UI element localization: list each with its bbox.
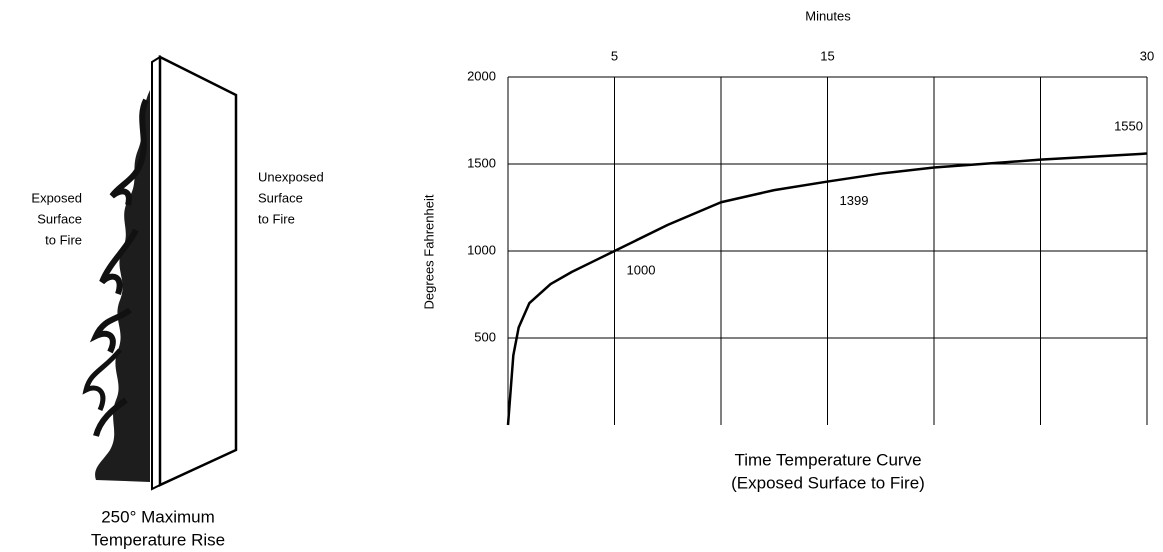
value-label: 1399	[840, 193, 869, 208]
unexposed-label: Surface	[258, 190, 303, 205]
y-tick-label: 500	[474, 329, 496, 344]
wall-panel	[158, 54, 238, 487]
plot: 500 1000 1500 2000 5 15 30 1000 1399 1550	[467, 48, 1154, 426]
x-tick-label: 15	[820, 48, 834, 63]
y-tick-label: 1500	[467, 155, 496, 170]
wall-diagram: Exposed Surface to Fire Unexposed Surfac…	[31, 54, 324, 549]
exposed-label: to Fire	[45, 232, 82, 247]
unexposed-label: to Fire	[258, 211, 295, 226]
exposed-label: Surface	[37, 211, 82, 226]
value-label: 1550	[1114, 119, 1143, 134]
caption: 250° Maximum	[101, 507, 215, 526]
y-tick-label: 1000	[467, 242, 496, 257]
y-axis-title: Degrees Fahrenheit	[421, 194, 436, 309]
unexposed-label: Unexposed	[258, 169, 324, 184]
exposed-label: Exposed	[31, 190, 82, 205]
x-tick-label: 30	[1140, 48, 1154, 63]
temperature-curve	[506, 152, 1148, 426]
chart-title: (Exposed Surface to Fire)	[731, 473, 925, 492]
y-tick-label: 2000	[467, 68, 496, 83]
x-axis-title: Minutes	[805, 8, 851, 23]
flames	[82, 90, 150, 482]
caption: Temperature Rise	[91, 530, 225, 549]
value-label: 1000	[627, 262, 656, 277]
chart-title: Time Temperature Curve	[734, 450, 921, 469]
x-tick-label: 5	[611, 48, 618, 63]
